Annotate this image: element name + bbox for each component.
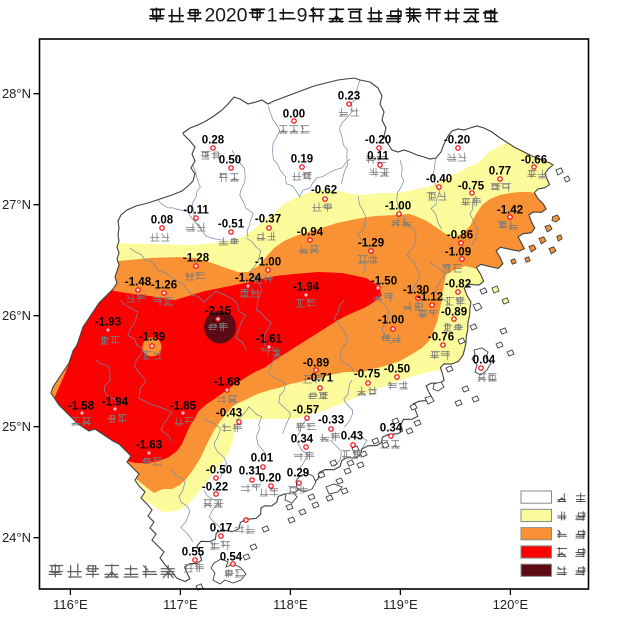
svg-text:-0.75: -0.75 — [354, 369, 381, 381]
svg-text:-1.94: -1.94 — [102, 397, 129, 409]
svg-text:120°E: 120°E — [493, 597, 529, 612]
svg-text:-0.82: -0.82 — [445, 279, 471, 291]
svg-text:0.23: 0.23 — [338, 91, 360, 103]
svg-text:27°N: 27°N — [2, 197, 31, 212]
svg-text:0.01: 0.01 — [251, 453, 274, 465]
svg-text:25°N: 25°N — [2, 419, 31, 434]
svg-text:-0.94: -0.94 — [297, 227, 324, 239]
svg-text:2: 2 — [226, 5, 237, 27]
svg-text:-2.15: -2.15 — [205, 306, 232, 318]
svg-text:0.20: 0.20 — [259, 473, 281, 485]
svg-text:-1.68: -1.68 — [214, 377, 241, 389]
svg-text:-0.33: -0.33 — [318, 415, 344, 427]
svg-text:-1.26: -1.26 — [151, 280, 177, 292]
svg-text:24°N: 24°N — [2, 530, 31, 545]
svg-text:-0.89: -0.89 — [441, 307, 467, 319]
svg-text:-1.94: -1.94 — [293, 282, 320, 294]
svg-text:0.29: 0.29 — [287, 468, 309, 480]
svg-text:0: 0 — [237, 5, 248, 27]
svg-text:-0.86: -0.86 — [447, 230, 473, 242]
svg-text:-0.20: -0.20 — [365, 135, 391, 147]
svg-text:-1.39: -1.39 — [139, 332, 165, 344]
svg-text:0.04: 0.04 — [473, 355, 496, 367]
svg-text:0.17: 0.17 — [210, 523, 232, 535]
svg-text:-0.43: -0.43 — [216, 408, 242, 420]
svg-text:118°E: 118°E — [273, 597, 308, 612]
svg-text:117°E: 117°E — [163, 597, 198, 612]
svg-text:-1.42: -1.42 — [497, 205, 523, 217]
svg-text:0: 0 — [215, 5, 226, 27]
svg-text:-0.37: -0.37 — [255, 214, 281, 226]
svg-text:-0.75: -0.75 — [458, 181, 485, 193]
svg-text:26°N: 26°N — [2, 308, 31, 323]
svg-text:0.43: 0.43 — [341, 431, 363, 443]
svg-text:-0.89: -0.89 — [303, 358, 329, 370]
svg-text:-0.22: -0.22 — [202, 482, 228, 494]
svg-text:-1.00: -1.00 — [255, 257, 281, 269]
svg-text:-0.62: -0.62 — [311, 185, 337, 197]
svg-text:0.00: 0.00 — [283, 109, 305, 121]
svg-text:0.50: 0.50 — [219, 155, 241, 167]
svg-text:-1.30: -1.30 — [403, 285, 429, 297]
svg-text:0.34: 0.34 — [291, 434, 314, 446]
svg-text:-1.85: -1.85 — [170, 401, 197, 413]
svg-text:-0.71: -0.71 — [307, 373, 334, 385]
svg-text:-1.61: -1.61 — [256, 334, 283, 346]
svg-text:-0.66: -0.66 — [521, 155, 547, 167]
svg-text:-1.48: -1.48 — [125, 277, 152, 289]
svg-text:0.34: 0.34 — [380, 423, 403, 435]
svg-text:2: 2 — [204, 5, 215, 27]
svg-text:-0.50: -0.50 — [384, 364, 410, 376]
svg-text:-0.51: -0.51 — [218, 219, 245, 231]
svg-text:-0.50: -0.50 — [206, 465, 232, 477]
svg-text:-1.28: -1.28 — [183, 253, 210, 265]
svg-text:0.28: 0.28 — [202, 135, 225, 147]
svg-text:0.77: 0.77 — [489, 166, 511, 178]
svg-text:-1.12: -1.12 — [417, 292, 443, 304]
svg-text:-0.76: -0.76 — [428, 332, 454, 344]
svg-text:9: 9 — [297, 5, 308, 27]
svg-text:0.54: 0.54 — [220, 552, 243, 564]
svg-text:119°E: 119°E — [383, 597, 418, 612]
svg-text:-0.57: -0.57 — [293, 405, 319, 417]
svg-text:-1.93: -1.93 — [95, 317, 121, 329]
svg-text:-1.00: -1.00 — [378, 315, 404, 327]
svg-text:-1.63: -1.63 — [136, 440, 162, 452]
svg-text:-1.50: -1.50 — [371, 276, 397, 288]
svg-text:116°E: 116°E — [53, 597, 88, 612]
svg-text:-1.00: -1.00 — [385, 201, 411, 213]
svg-text:-1.29: -1.29 — [358, 238, 384, 250]
svg-text:-1.58: -1.58 — [68, 401, 95, 413]
svg-text:-1.24: -1.24 — [235, 273, 262, 285]
svg-text:1: 1 — [267, 5, 278, 27]
svg-text:-0.20: -0.20 — [444, 135, 470, 147]
svg-text:0.55: 0.55 — [182, 547, 205, 559]
svg-text:28°N: 28°N — [2, 86, 31, 101]
svg-text:-0.11: -0.11 — [183, 205, 209, 217]
svg-text:-0.40: -0.40 — [426, 174, 452, 186]
svg-text:0.11: 0.11 — [367, 151, 389, 163]
svg-text:0.31: 0.31 — [239, 466, 262, 478]
svg-text:0.19: 0.19 — [291, 154, 313, 166]
svg-text:0.08: 0.08 — [151, 215, 174, 227]
svg-text:-1.09: -1.09 — [445, 247, 471, 259]
